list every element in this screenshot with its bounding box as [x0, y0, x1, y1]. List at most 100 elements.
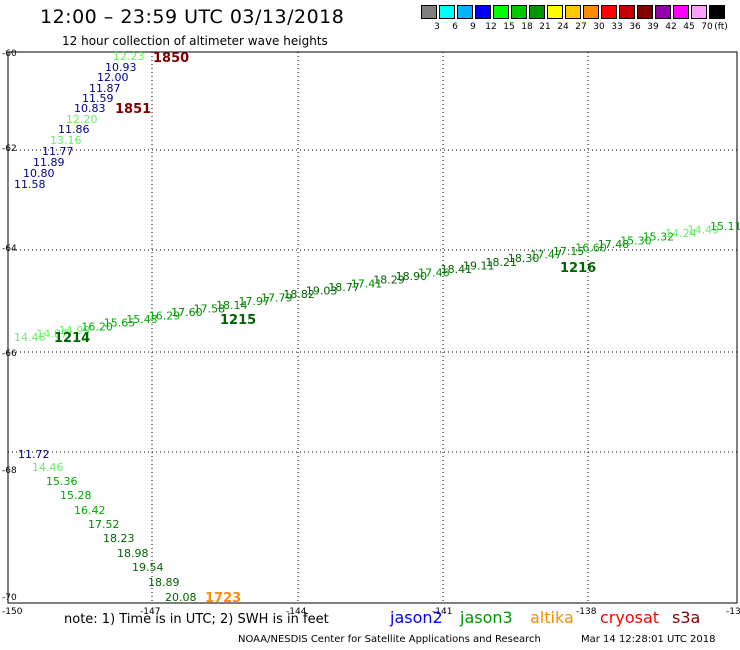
swh-value: 12.00	[97, 71, 129, 84]
swh-value: 10.93	[105, 61, 137, 74]
swh-value: 15.28	[60, 489, 92, 502]
swh-value: 17.15	[553, 245, 585, 258]
lat-label: -68	[2, 466, 17, 476]
swh-value: 11.77	[42, 145, 74, 158]
colorbar-label: 6	[452, 22, 458, 32]
time-label: 1215	[220, 313, 256, 328]
colorbar-swatch	[601, 5, 617, 19]
colorbar-swatch	[709, 5, 725, 19]
swh-value: 17.60	[171, 306, 203, 319]
colorbar-label: 3	[434, 22, 440, 32]
swh-value: 17.97	[239, 295, 270, 308]
colorbar-unit: (ft)	[714, 22, 728, 32]
legend-altika: altika	[530, 608, 574, 627]
time-label: 1214	[54, 331, 90, 346]
colorbar-swatch	[421, 5, 437, 19]
swh-value: 14.24	[665, 227, 697, 240]
swh-value: 18.29	[373, 274, 405, 287]
swh-value: 15.11	[710, 220, 740, 233]
swh-value: 18.14	[216, 299, 248, 312]
swh-value: 15.30	[620, 234, 652, 247]
colorbar-label: 27	[575, 22, 587, 32]
legend-jason3: jason3	[460, 608, 513, 627]
legend-jason2: jason2	[390, 608, 443, 627]
swh-value: 17.47	[530, 249, 562, 262]
colorbar-label: 30	[593, 22, 605, 32]
swh-value: 15.32	[643, 231, 675, 244]
footnote: note: 1) Time is in UTC; 2) SWH is in fe…	[64, 612, 329, 627]
colorbar-label: 42	[665, 22, 677, 32]
swh-value: 11.72	[18, 448, 50, 461]
colorbar-label: 9	[470, 22, 476, 32]
lon-label: -150	[2, 607, 23, 617]
swh-value: 19.54	[132, 561, 164, 574]
lat-label: -70	[2, 593, 17, 603]
swh-value: 11.89	[33, 156, 65, 169]
colorbar-swatch	[439, 5, 455, 19]
colorbar-swatch	[511, 5, 527, 19]
swh-value: 17.41	[351, 277, 383, 290]
swh-value: 11.58	[14, 178, 46, 191]
swh-value: 18.90	[396, 270, 428, 283]
time-label: 1216	[560, 261, 596, 276]
colorbar-swatch	[583, 5, 599, 19]
colorbar-swatch	[619, 5, 635, 19]
swh-value: 19.03	[306, 284, 338, 297]
swh-value: 19.11	[463, 259, 495, 272]
swh-value: 17.48	[598, 238, 630, 251]
lon-label: -144	[286, 607, 307, 617]
colorbar-label: 15	[503, 22, 515, 32]
swh-value: 17.46	[418, 267, 450, 280]
swh-value: 12.23	[113, 50, 145, 63]
swh-value: 18.30	[508, 252, 540, 265]
colorbar-label: 36	[629, 22, 641, 32]
swh-value: 15.36	[46, 475, 78, 488]
swh-value: 18.98	[117, 547, 149, 560]
swh-value: 18.89	[148, 576, 180, 589]
swh-value: 12.20	[66, 113, 98, 126]
colorbar-label: 21	[539, 22, 551, 32]
lon-label: -147	[140, 607, 160, 617]
colorbar-label: 45	[683, 22, 695, 32]
colorbar-swatch	[691, 5, 707, 19]
lat-label: -60	[2, 49, 17, 59]
credit-text: NOAA/NESDIS Center for Satellite Applica…	[238, 634, 541, 645]
swh-value: 17.79	[261, 292, 293, 305]
swh-value: 15.65	[104, 317, 136, 330]
colorbar-label: 33	[611, 22, 623, 32]
swh-value: 16.60	[575, 241, 607, 254]
swh-value: 18.21	[485, 256, 517, 269]
map-subtitle: 12 hour collection of altimeter wave hei…	[62, 34, 328, 48]
swh-value: 18.77	[328, 281, 360, 294]
swh-value: 10.80	[23, 167, 55, 180]
swh-value: 14.87	[36, 327, 68, 340]
time-label: 1851	[115, 102, 151, 117]
colorbar-swatch	[475, 5, 491, 19]
colorbar-swatch	[565, 5, 581, 19]
swh-value: 14.99	[59, 324, 91, 337]
map-title: 12:00 – 23:59 UTC 03/13/2018	[40, 6, 345, 28]
swh-value: 18.41	[441, 263, 473, 276]
swh-value: 16.42	[74, 504, 106, 517]
swh-value: 18.82	[283, 288, 315, 301]
colorbar-swatch	[637, 5, 653, 19]
swh-value: 18.23	[103, 532, 135, 545]
lon-label: -13	[726, 607, 740, 617]
swh-value: 16.29	[149, 310, 181, 323]
swh-value: 17.52	[88, 518, 120, 531]
map-frame	[7, 51, 738, 604]
swh-value: 15.43	[126, 313, 157, 326]
colorbar-swatch	[457, 5, 473, 19]
lat-label: -62	[2, 144, 17, 154]
swh-value: 11.59	[82, 92, 114, 105]
colorbar-swatch	[529, 5, 545, 19]
swh-value: 20.08	[165, 591, 197, 604]
swh-value: 17.58	[194, 302, 226, 315]
colorbar-swatch	[547, 5, 563, 19]
swh-value: 14.49	[688, 224, 720, 237]
lon-label: -141	[432, 607, 452, 617]
swh-value: 16.20	[81, 320, 113, 333]
colorbar-swatch	[673, 5, 689, 19]
